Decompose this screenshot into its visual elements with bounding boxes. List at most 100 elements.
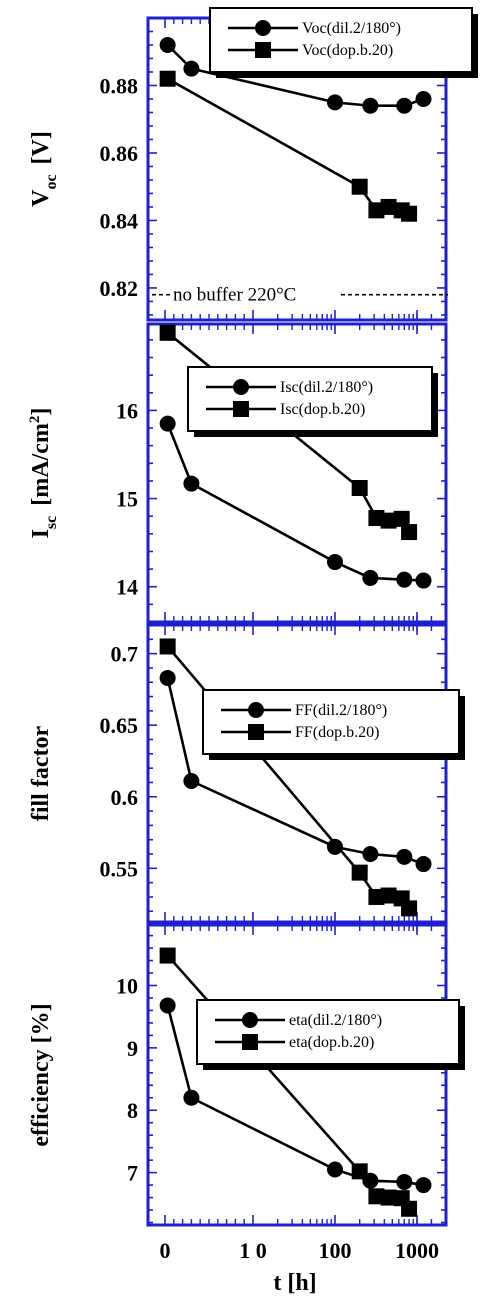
- panel-1-legend-label: Voc(dop.b.20): [302, 42, 393, 59]
- panel-3-series-1-point: [362, 846, 379, 863]
- panel-3-series-1-point: [183, 773, 200, 790]
- panel-3-legend-marker: [248, 724, 264, 740]
- panel-3-ylabel: fill factor: [28, 726, 54, 822]
- panel-3-ytick-label: 0.65: [100, 713, 139, 738]
- panel-3-series-2-point: [159, 638, 176, 655]
- panel-4-series-2-point: [159, 947, 176, 964]
- panel-2-ytick-label: 16: [116, 398, 138, 423]
- panel-2-legend-marker: [233, 401, 249, 417]
- panel-1-series-1-point: [327, 94, 343, 111]
- panel-2-ylabel-close: ]: [28, 408, 54, 416]
- panel-1-series-2-point: [159, 70, 176, 87]
- panel-1-series-2-point: [351, 178, 368, 195]
- xtick-label: 1 0: [239, 1238, 267, 1263]
- panel-3-frame: [146, 623, 448, 924]
- panel-4-series-1-point: [396, 1173, 413, 1190]
- panel-3-series-2-point: [380, 887, 397, 904]
- panel-1-legend-marker: [255, 20, 271, 36]
- xtick-label: 1000: [395, 1238, 439, 1263]
- panel-3-ytick-label: 0.7: [111, 642, 139, 667]
- panel-1-legend-label: Voc(dil.2/180°): [302, 20, 401, 37]
- panel-4-series-2-line: [166, 954, 411, 1210]
- panel-2-series-2-point: [401, 524, 418, 541]
- panel-4-series-1-point: [159, 997, 176, 1014]
- panel-3-series-2-point: [368, 888, 385, 905]
- panel-1-ylabel-sub: oc: [43, 174, 60, 189]
- panel-2-ylabel: Isc [mA/cm2]: [27, 408, 60, 539]
- panel-2-series-2-point: [368, 509, 385, 526]
- panel-4-series-2-point: [351, 1163, 368, 1180]
- panel-2-series-1-point: [362, 569, 379, 586]
- panel-2-series-1-line: [166, 423, 424, 582]
- panel-4-legend-label: eta(dil.2/180°): [289, 1012, 382, 1029]
- xtick-label: 100: [319, 1238, 352, 1263]
- panel-4-frame: [146, 923, 448, 1227]
- panel-1-ytick-label: 0.84: [100, 208, 139, 233]
- panel-3-ytick-label: 0.6: [111, 785, 139, 810]
- panel-1-series-1-point: [183, 60, 200, 77]
- panel-2-series-2-point: [380, 512, 397, 529]
- panel-2-legend: Isc(dil.2/180°) Isc(dop.b.20): [187, 366, 438, 437]
- panel-3-legend-box: [202, 689, 460, 755]
- panel-1-ytick-label: 0.88: [100, 73, 139, 98]
- panel-2-legend-label: Isc(dop.b.20): [280, 401, 365, 418]
- panel-2-series-2-point: [393, 510, 410, 527]
- panel-1-series-2-point: [368, 202, 385, 219]
- panel-1-reference-label: no buffer 220°C: [173, 285, 296, 306]
- panel-2-ylabel-unit: [mA/cm: [28, 423, 54, 506]
- panel-2-frame: [146, 322, 448, 624]
- panel-1-ylabel: Voc [V]: [28, 131, 60, 207]
- panel-3-legend-label: FF(dop.b.20): [295, 724, 379, 741]
- panel-4-series-2-point: [401, 1200, 418, 1217]
- panel-1-series-2-point: [380, 198, 397, 215]
- panel-4-ytick-label: 9: [127, 1036, 138, 1061]
- panel-4-series-2-point: [368, 1188, 385, 1205]
- panel-1-ytick-label: 0.82: [100, 276, 139, 301]
- panel-2-series-1-point: [396, 571, 413, 588]
- panel-2-ytick-label: 14: [116, 575, 138, 600]
- panel-1-legend: Voc(dil.2/180°) Voc(dop.b.20): [209, 7, 478, 78]
- panel-3-series-1-point: [159, 669, 176, 686]
- panel-4-series-1-point: [415, 1177, 432, 1194]
- panel-3-series-1-point: [396, 848, 413, 865]
- panel-4-ytick-label: 10: [116, 973, 138, 998]
- panel-3-ylabel: fill factor: [28, 726, 54, 822]
- panel-3-legend-marker: [248, 702, 264, 718]
- panel-4-series-2-point: [380, 1189, 397, 1206]
- panel-1-ylabel: V: [28, 189, 54, 207]
- panel-1-reference-label-bg: [170, 280, 340, 303]
- panel-4-legend: eta(dil.2/180°) eta(dop.b.20): [196, 999, 465, 1070]
- panel-2-ylabel-sub: sc: [43, 516, 60, 529]
- panel-3-series-2-point: [351, 864, 368, 881]
- panel-1-legend-box: [209, 7, 473, 73]
- panel-2-series-1-point: [183, 475, 200, 492]
- panel-3-series-2-line: [166, 645, 411, 910]
- panel-1-series-1-point: [159, 36, 176, 53]
- panel-2-legend-box: [187, 366, 433, 432]
- panel-2-series-2-point: [351, 479, 368, 496]
- xtick-label: 0: [160, 1238, 171, 1263]
- panel-4-ytick-label: 7: [127, 1161, 138, 1186]
- panel-4-legend-marker: [242, 1012, 258, 1028]
- panel-2-ytick-label: 15: [116, 487, 138, 512]
- panel-1-ytick-label: 0.86: [100, 141, 139, 166]
- panel-4-series-1-point: [183, 1089, 200, 1106]
- panel-2-ylabel: I: [28, 529, 54, 538]
- panel-1-series-1-point: [396, 97, 413, 114]
- panel-1-series-2-point: [401, 205, 418, 222]
- panel-2-legend-marker: [233, 379, 249, 395]
- panel-4-ylabel: efficiency [%]: [28, 1003, 54, 1146]
- panel-3-legend-label: FF(dil.2/180°): [295, 702, 387, 719]
- panel-4-legend-box: [196, 999, 460, 1065]
- panel-1-legend-marker: [255, 42, 271, 58]
- panel-2-series-1-point: [327, 554, 343, 571]
- panel-3-series-2-point: [401, 900, 418, 917]
- panel-1-series-1-point: [362, 97, 379, 114]
- panel-4-ylabel: efficiency [%]: [28, 1003, 54, 1146]
- panel-4-legend-label: eta(dop.b.20): [289, 1034, 374, 1051]
- panel-3-series-1-point: [415, 856, 432, 873]
- panel-3-series-1-point: [327, 838, 343, 855]
- x-axis-title: t [h]: [273, 1270, 316, 1296]
- panel-4-series-1-point: [327, 1161, 343, 1178]
